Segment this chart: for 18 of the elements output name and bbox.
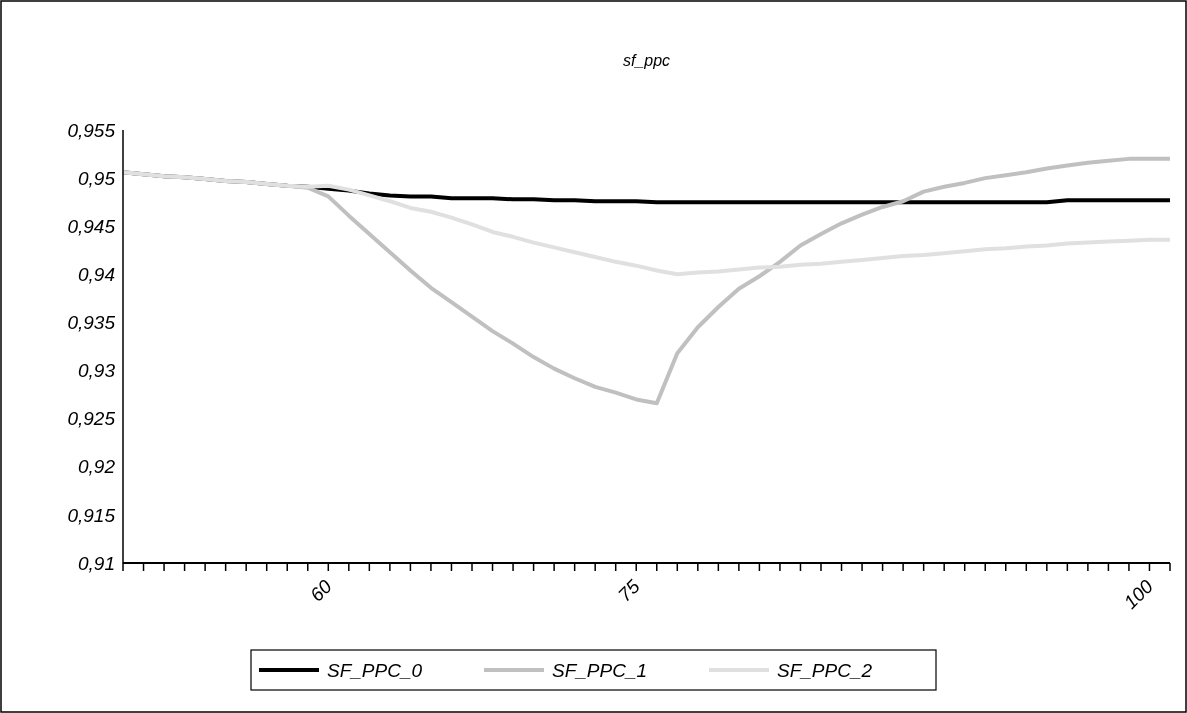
x-tick-label: 100 <box>1119 575 1158 613</box>
y-tick-label: 0,94 <box>78 263 115 285</box>
legend-label: SF_PPC_0 <box>327 659 423 681</box>
y-tick-label: 0,925 <box>67 408 116 430</box>
legend-label: SF_PPC_2 <box>777 659 873 681</box>
y-tick-label: 0,955 <box>67 119 116 141</box>
y-tick-label: 0,91 <box>78 552 115 574</box>
y-tick-label: 0,95 <box>78 167 116 189</box>
legend-label: SF_PPC_1 <box>552 659 648 681</box>
y-tick-label: 0,915 <box>67 504 116 526</box>
y-tick-label: 0,93 <box>78 360 116 382</box>
y-tick-label: 0,935 <box>67 312 116 334</box>
line-series <box>121 170 1172 277</box>
y-tick-label: 0,92 <box>78 456 116 478</box>
y-tick-label: 0,945 <box>67 215 116 237</box>
chart-title: sf_ppc <box>622 52 671 69</box>
x-tick-label: 75 <box>613 575 645 606</box>
x-tick-label: 60 <box>306 575 337 606</box>
